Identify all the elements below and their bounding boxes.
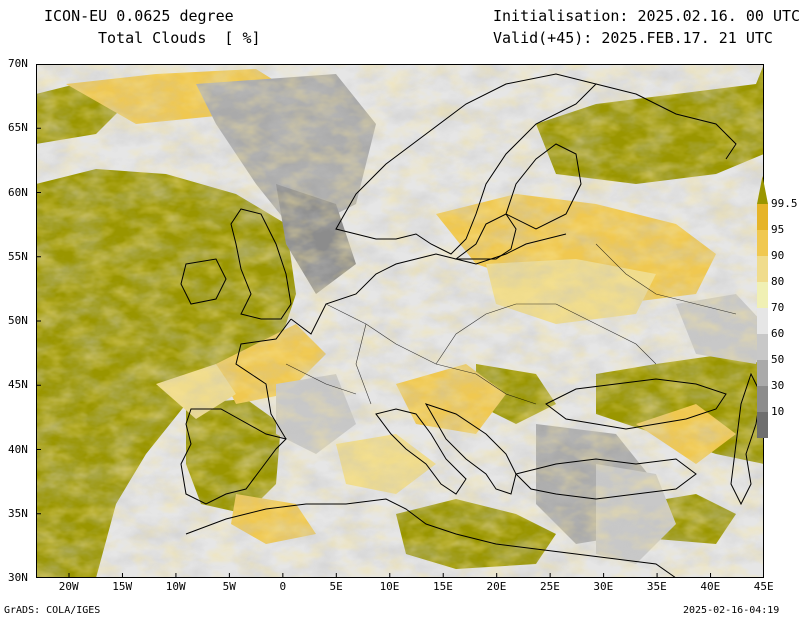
colorbar-label: 30 [771,379,785,392]
colorbar-label: 80 [771,275,785,288]
longitude-label: 40E [700,580,721,593]
colorbar-swatch [757,412,768,438]
iberia-coast [180,408,287,505]
colorbar-legend [757,176,768,438]
field-title: Total Clouds [ %] [98,29,261,47]
latitude-label: 60N [8,185,28,199]
colorbar-label: 50 [771,353,785,366]
colorbar-label: 95 [771,223,785,236]
colorbar-swatch [757,230,768,256]
europe-west-coast [290,233,567,335]
latitude-label: 55N [8,249,28,263]
latitude-label: 65N [8,121,28,135]
balkan-coast [424,403,517,495]
latitude-label: 50N [8,314,28,327]
colorbar-swatch [757,204,768,230]
longitude-label: 5W [222,580,236,593]
longitude-label: 15W [112,580,133,593]
colorbar-swatch [757,282,768,308]
latitude-label: 30N [8,571,28,584]
longitude-label: 20W [58,580,79,593]
finland-coast [505,143,582,230]
colorbar-swatch [757,360,768,386]
black-sea [545,378,727,430]
model-title: ICON-EU 0.0625 degree [44,7,234,25]
great-britain [230,208,292,320]
footer-credit: GrADS: COLA/IGES [4,605,101,616]
colorbar-swatch [757,308,768,334]
longitude-label: 5E [329,580,343,593]
colorbar-arrow [757,176,768,204]
footer-timestamp: 2025-02-16-04:19 [683,605,780,616]
latitude-label: 35N [8,506,28,520]
longitude-label: 0 [279,580,287,593]
longitude-label: 15E [433,580,453,593]
valid-time: Valid(+45): 2025.FEB.17. 21 UTC [493,29,773,47]
latitude-label: 70N [8,57,28,70]
longitude-label: 45E [753,580,774,593]
init-time: Initialisation: 2025.02.16. 00 UTC [493,7,800,25]
colorbar-label: 70 [771,301,785,314]
longitude-label: 35E [646,580,667,593]
axis-ticks [36,64,764,578]
country-borders [285,243,737,405]
longitude-label: 10E [379,580,400,593]
russia-north-coast [595,83,737,160]
italy-coast [375,408,467,495]
africa-coast [185,498,677,578]
colorbar-swatch [757,386,768,412]
longitude-label: 30E [593,580,614,593]
colorbar-label: 60 [771,327,785,340]
france-coast [235,318,292,440]
longitude-label: 10W [165,580,186,593]
longitude-label: 20E [486,580,507,593]
colorbar-label: 90 [771,249,785,262]
latitude-label: 45N [8,378,28,392]
latitude-label: 40N [8,442,28,456]
cloud-cover-map [36,64,764,578]
baltic-sea [454,213,517,260]
coastlines [180,73,762,578]
ireland [180,258,227,305]
scandinavia-coast [335,73,597,255]
colorbar-label: 10 [771,405,785,418]
colorbar-label: 99.5 [771,197,798,210]
colorbar-swatch [757,256,768,282]
turkey-coast [515,458,697,500]
colorbar-swatch [757,334,768,360]
longitude-label: 25E [539,580,560,593]
